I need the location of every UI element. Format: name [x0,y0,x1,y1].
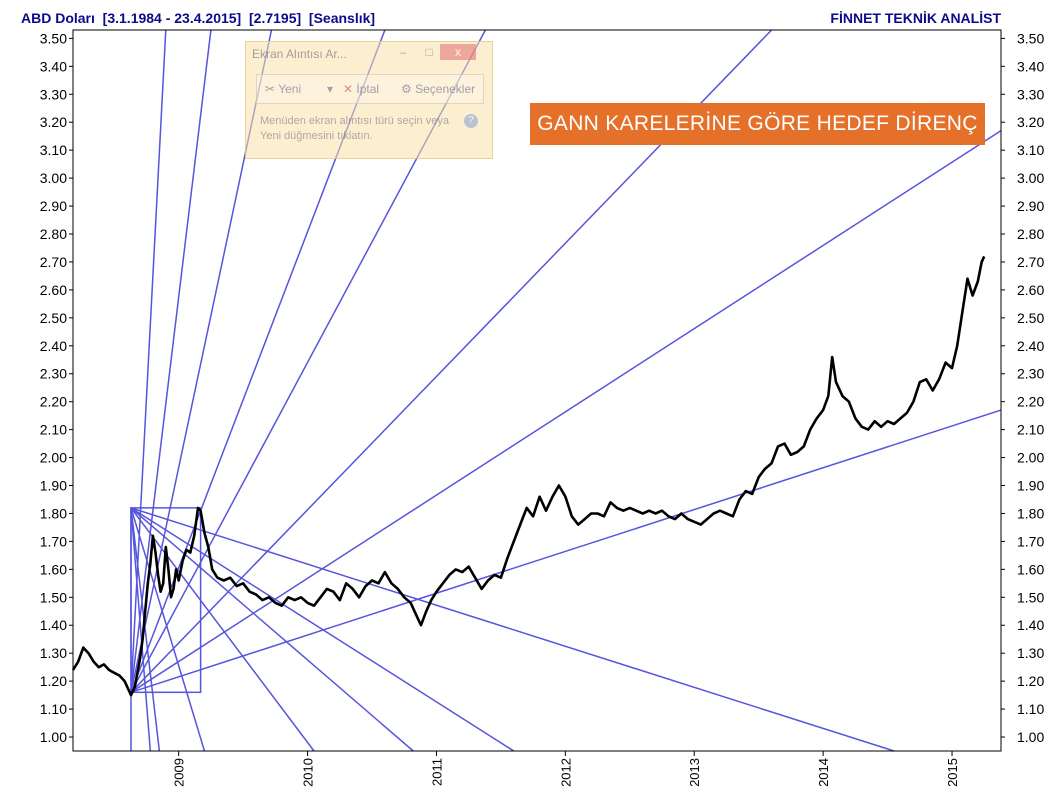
x-axis: 2009 2010 2011 2012 2013 2014 2015 [172,751,960,787]
gann-ray-down-6 [130,507,515,752]
cancel-icon: ✕ [343,82,354,96]
y-tick-left-label: 3.30 [40,86,67,102]
maximize-button[interactable]: □ [425,45,433,59]
y-tick-right-label: 1.00 [1017,729,1044,745]
new-snip-dropdown[interactable]: ▾ [327,82,333,96]
gann-ray-up-7 [130,409,1002,694]
gann-ray-down-1 [130,507,152,752]
y-axis-left: 1.00 1.10 1.20 1.30 1.40 1.50 1.60 1.70 1.80 1.90… [40,30,73,745]
y-tick-left-label: 1.70 [40,533,67,549]
price-line [71,255,986,697]
y-tick-right-label: 1.30 [1017,645,1044,661]
options-button[interactable]: ⚙ Seçenekler [401,82,475,96]
annotation-text: GANN KARELERİNE GÖRE HEDEF DİRENÇ [537,112,978,135]
y-tick-right-label: 2.10 [1017,422,1044,438]
snipping-tool-window[interactable]: Ekran Alıntısı Ar... – □ x ✂ Yeni ▾ ✕ İp… [245,41,493,159]
y-tick-right-label: 3.30 [1017,86,1044,102]
gann-ray-up-6 [130,129,1002,693]
gann-ray-down-3 [130,507,206,752]
y-tick-right-label: 1.20 [1017,673,1044,689]
y-tick-left-label: 1.80 [40,505,67,521]
x-tick-label: 2010 [301,758,316,787]
cancel-label: İptal [356,82,380,96]
y-tick-right-label: 3.00 [1017,170,1044,186]
y-tick-right-label: 2.00 [1017,450,1044,466]
y-tick-right-label: 1.90 [1017,478,1044,494]
y-tick-right-label: 1.70 [1017,533,1044,549]
y-tick-left-label: 1.60 [40,561,67,577]
chart-source: FİNNET TEKNİK ANALİST [830,10,1001,26]
price-series [71,255,986,697]
new-snip-button[interactable]: ✂ Yeni [265,82,301,96]
y-tick-left-label: 2.40 [40,338,67,354]
y-tick-left-label: 2.10 [40,422,67,438]
y-tick-left-label: 2.20 [40,394,67,410]
y-tick-left-label: 1.00 [40,729,67,745]
y-tick-left-label: 2.50 [40,310,67,326]
y-tick-left-label: 3.20 [40,114,67,130]
gann-ray-up-1 [130,29,212,693]
y-tick-left-label: 2.60 [40,282,67,298]
y-tick-right-label: 3.50 [1017,30,1044,46]
y-tick-left-label: 3.10 [40,142,67,158]
x-tick-label: 2012 [558,758,573,787]
gann-ray-down-5 [130,507,414,752]
snip-toolbar: ✂ Yeni ▾ ✕ İptal ⚙ Seçenekler [256,74,484,104]
snip-window-title: Ekran Alıntısı Ar... [252,47,347,61]
y-tick-right-label: 3.20 [1017,114,1044,130]
y-tick-right-label: 2.30 [1017,366,1044,382]
x-tick-label: 2013 [687,758,702,787]
minimize-button[interactable]: – [399,45,407,59]
scissors-icon: ✂ [265,82,276,96]
y-tick-left-label: 2.80 [40,226,67,242]
help-icon[interactable]: ? [464,114,478,128]
y-tick-right-label: 3.40 [1017,58,1044,74]
y-tick-left-label: 3.50 [40,30,67,46]
y-tick-right-label: 1.40 [1017,617,1044,633]
snip-help-text: Menüden ekran alıntısı türü seçin veya Y… [260,115,449,142]
y-tick-left-label: 2.00 [40,450,67,466]
x-tick-label: 2014 [816,758,831,787]
y-tick-right-label: 2.80 [1017,226,1044,242]
y-tick-right-label: 1.50 [1017,589,1044,605]
y-tick-right-label: 2.70 [1017,254,1044,270]
resistance-annotation: GANN KARELERİNE GÖRE HEDEF DİRENÇ [530,103,985,145]
cancel-button[interactable]: ✕ İptal [343,82,379,96]
options-label: Seçenekler [415,82,476,96]
y-tick-left-label: 1.50 [40,589,67,605]
x-tick-label: 2011 [429,758,444,786]
y-tick-right-label: 2.20 [1017,394,1044,410]
y-tick-left-label: 1.10 [40,701,67,717]
plot-frame [72,29,1002,752]
y-tick-left-label: 3.40 [40,58,67,74]
y-tick-right-label: 3.10 [1017,142,1044,158]
y-tick-right-label: 2.50 [1017,310,1044,326]
y-tick-left-label: 2.70 [40,254,67,270]
x-tick-label: 2015 [945,758,960,787]
y-tick-right-label: 2.90 [1017,198,1044,214]
y-tick-right-label: 1.10 [1017,701,1044,717]
y-tick-left-label: 2.30 [40,366,67,382]
y-tick-left-label: 1.90 [40,478,67,494]
y-tick-left-label: 2.90 [40,198,67,214]
y-tick-left-label: 3.00 [40,170,67,186]
y-tick-left-label: 1.30 [40,645,67,661]
new-snip-label: Yeni [278,82,302,96]
y-tick-right-label: 2.40 [1017,338,1044,354]
gear-icon: ⚙ [401,82,412,96]
y-tick-right-label: 1.60 [1017,561,1044,577]
gann-ray-down-2 [130,507,161,752]
x-tick-label: 2009 [172,758,187,787]
gann-ray-down-4 [130,507,315,752]
chart-title: ABD Doları [3.1.1984 - 23.4.2015] [2.719… [21,10,375,26]
y-tick-left-label: 1.40 [40,617,67,633]
gann-ray-down-7 [130,507,895,752]
y-tick-right-label: 1.80 [1017,505,1044,521]
y-tick-right-label: 2.60 [1017,282,1044,298]
y-tick-left-label: 1.20 [40,673,67,689]
chevron-down-icon: ▾ [327,82,334,96]
close-button[interactable]: x [440,44,476,60]
y-axis-right: 1.00 1.10 1.20 1.30 1.40 1.50 1.60 1.70 1.80 1.90… [1001,30,1044,745]
